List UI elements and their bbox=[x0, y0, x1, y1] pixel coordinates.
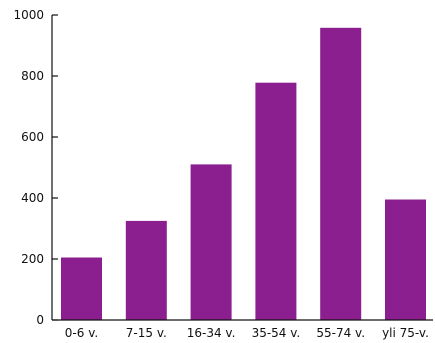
x-tick-label: 16-34 v. bbox=[187, 326, 236, 340]
x-tick-label: 55-74 v. bbox=[316, 326, 365, 340]
bar-2 bbox=[125, 220, 167, 320]
y-tick-label: 400 bbox=[21, 191, 44, 205]
bar-6 bbox=[385, 199, 426, 320]
x-tick-label: 35-54 v. bbox=[252, 326, 301, 340]
bars-group bbox=[61, 27, 426, 321]
y-tick-label: 0 bbox=[36, 313, 44, 327]
x-tick-labels: 0-6 v. 7-15 v. 16-34 v. 35-54 v. 55-74 v. yli… bbox=[65, 326, 429, 340]
y-tick-label: 200 bbox=[21, 252, 44, 266]
x-tick-label: 0-6 v. bbox=[65, 326, 98, 340]
y-tick-label: 1000 bbox=[13, 8, 44, 22]
bar-1 bbox=[61, 257, 102, 320]
bar-4 bbox=[255, 82, 297, 320]
bar-5 bbox=[320, 27, 362, 321]
bar-3 bbox=[190, 164, 232, 320]
y-axis: 0 200 400 600 800 1000 bbox=[13, 8, 58, 327]
x-tick-label: yli 75-v. bbox=[382, 326, 429, 340]
y-tick-label: 800 bbox=[21, 69, 44, 83]
y-tick-label: 600 bbox=[21, 130, 44, 144]
x-tick-label: 7-15 v. bbox=[126, 326, 167, 340]
